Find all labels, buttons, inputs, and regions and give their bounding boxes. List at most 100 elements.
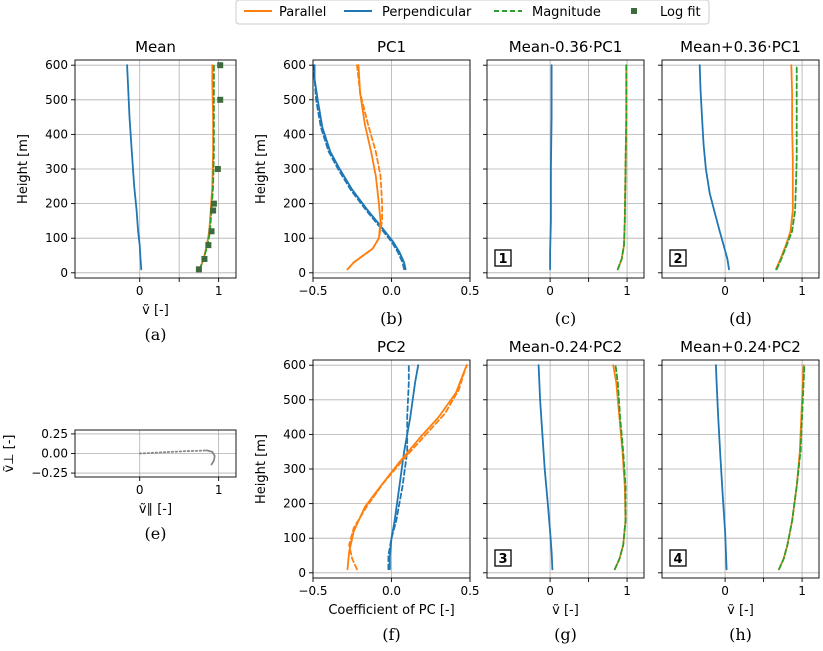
case-badge-box [494,249,512,267]
y-tick-label: 100 [283,531,306,545]
logfit-marker [214,166,221,172]
y-tick-label: 0.25 [41,427,68,441]
x-tick-label: −0.5 [298,284,327,298]
panel-caption: (a) [144,325,166,344]
y-tick-label: 0 [60,266,68,280]
parallel-line [778,364,805,571]
y-tick-label: 0 [298,566,306,580]
y-axis-label: ṽ⊥ [-] [2,435,17,473]
panel-title: Mean-0.36·PC1 [509,38,623,56]
legend: Parallel Perpendicular Magnitude Log fit [235,0,710,25]
panel-g: 0 1 Mean-0.24·PC2 ṽ [-] (g) 3 [483,338,645,644]
y-axis-label: Height [m] [16,134,31,204]
x-tick-label: 0.5 [460,284,479,298]
parallel-line [346,364,468,571]
magnitude-line [198,64,215,271]
y-tick-label: 300 [283,162,306,176]
panel-caption: (g) [554,625,577,644]
logfit-marker [210,207,217,214]
logfit-marker [201,255,208,262]
series-group [313,64,407,271]
x-tick-label: 0.0 [382,284,401,298]
y-tick-label: 300 [45,162,68,176]
y-tick-label: 200 [45,197,68,211]
x-axis-label: ṽ [-] [142,303,169,318]
y-tick-label: 0.00 [41,447,68,461]
logfit-marker [208,228,215,235]
x-tick-label: 0 [136,284,144,298]
x-tick-label: −0.5 [298,584,327,598]
x-axis-label: ṽ [-] [727,603,754,618]
series-group [537,364,627,571]
panel-title: PC1 [377,38,406,56]
y-tick-label: 500 [283,393,306,407]
parallel-line [346,64,382,271]
logfit-marker [217,96,224,103]
parallel-line-dashed [348,364,468,571]
y-tick-label: 400 [283,427,306,441]
panel-caption: (d) [729,309,752,328]
x-tick-label: 0 [721,584,729,598]
panel-caption: (b) [380,309,403,328]
y-tick-label: 100 [45,231,68,245]
y-tick-label: −0.25 [31,466,68,480]
magnitude-line [775,64,798,271]
y-tick-label: 400 [45,127,68,141]
hodograph-line-dotted [138,449,208,455]
x-tick-label: 0.5 [460,584,479,598]
y-tick-label: 300 [283,462,306,476]
panel-b: −0.5 0.0 0.5 0 100 200 300 400 500 600 PC1 Height [… [254,38,480,328]
panel-caption: (e) [145,524,167,543]
hodograph-line [205,449,216,466]
x-tick-label: 1 [215,483,223,497]
panel-caption: (f) [382,625,400,644]
legend-label-perpendicular: Perpendicular [382,5,472,20]
x-tick-label: 1 [623,284,631,298]
y-tick-label: 100 [283,231,306,245]
case-badge-box [669,249,687,267]
panel-caption: (c) [555,309,576,328]
panel-title: Mean+0.36·PC1 [680,38,801,56]
panel-e: 0 1 −0.25 0.00 0.25 ṽ∥ [-] ṽ⊥ [-] (e) [2,427,237,543]
parallel-line [198,64,214,271]
series-group [549,64,628,271]
series-group [126,62,224,273]
legend-frame [235,0,710,25]
magnitude-line [778,364,806,571]
panel-title: Mean-0.24·PC2 [509,338,623,356]
panel-caption: (h) [729,625,752,644]
perpendicular-line-dashed [387,364,410,571]
y-tick-label: 500 [283,93,306,107]
x-tick-label: 0 [546,584,554,598]
panel-title: Mean+0.24·PC2 [680,338,801,356]
series-group [346,364,468,571]
x-tick-label: 1 [623,584,631,598]
panel-d: 0 1 Mean+0.36·PC1 (d) 2 [658,38,820,328]
y-tick-label: 600 [45,58,68,72]
x-axis-label: ṽ [-] [552,603,579,618]
x-axis-label: Coefficient of PC [-] [328,603,454,618]
parallel-line [616,64,628,271]
case-badge-number: 1 [498,252,507,267]
x-tick-label: 1 [798,584,806,598]
case-badge-box [669,549,687,567]
x-tick-label: 1 [798,284,806,298]
y-tick-label: 500 [45,93,68,107]
panel-h: 0 1 Mean+0.24·PC2 ṽ [-] (h) 4 [658,338,820,644]
y-tick-label: 400 [283,127,306,141]
x-tick-label: 0.0 [382,584,401,598]
case-badge-number: 3 [498,552,507,567]
legend-label-magnitude: Magnitude [532,5,601,20]
perpendicular-line [549,64,553,271]
perpendicular-line [537,364,554,571]
panel-a: 0 1 0 100 200 300 400 500 600 Mean ṽ [-] Height [m]… [16,38,237,344]
parallel-line-dashed [346,64,383,271]
case-badge-number: 4 [673,552,682,567]
y-axis-label: Height [m] [254,134,269,204]
y-tick-label: 200 [283,497,306,511]
logfit-marker [210,200,217,207]
panel-title: Mean [135,38,176,56]
logfit-marker [217,62,224,69]
y-tick-label: 600 [283,58,306,72]
perpendicular-line [698,64,730,271]
